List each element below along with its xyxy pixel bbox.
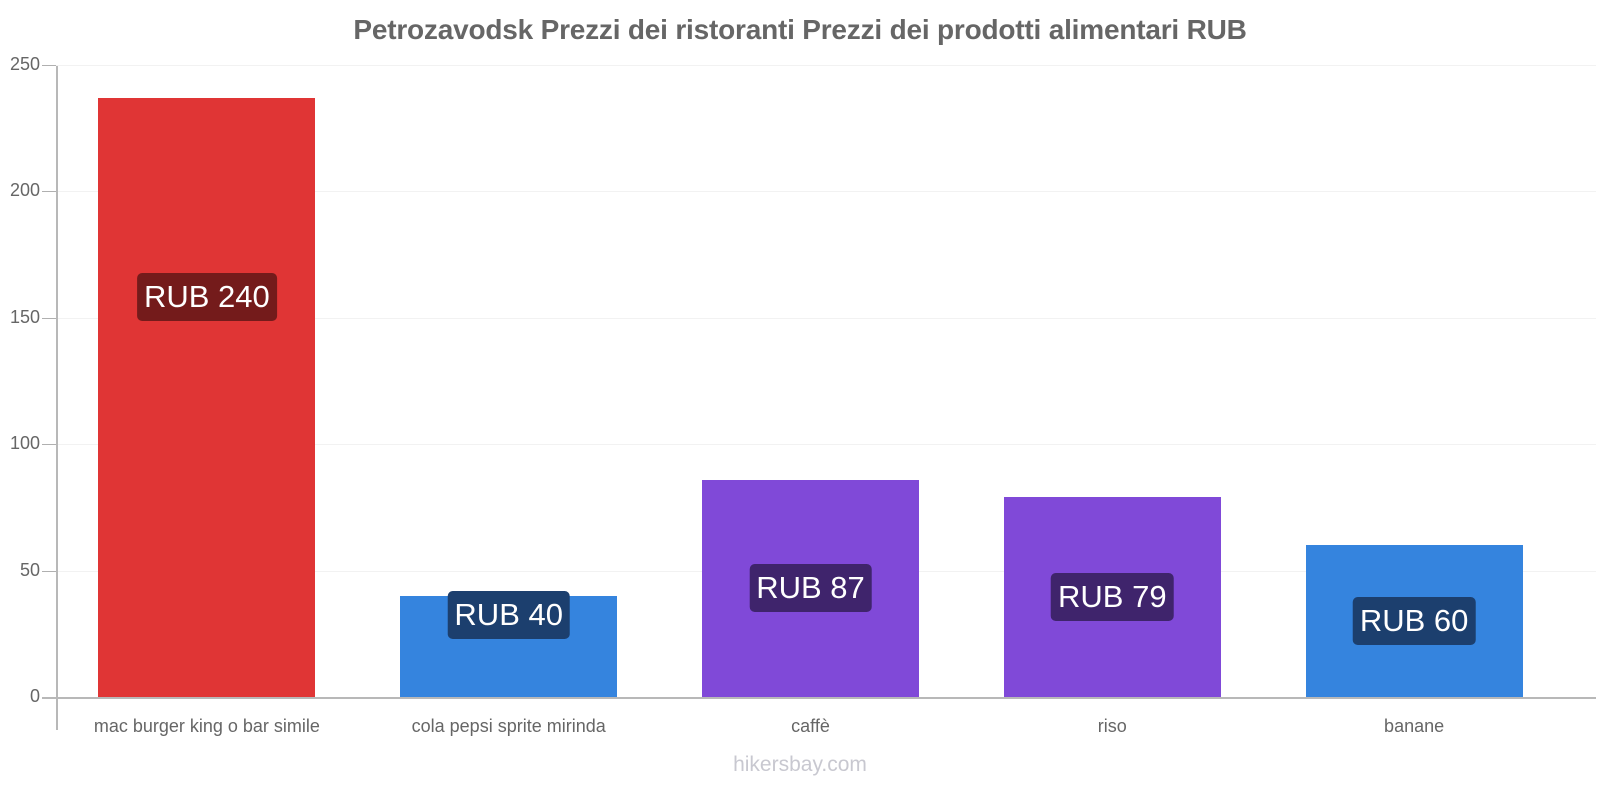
x-tick-label: mac burger king o bar simile	[93, 716, 320, 736]
x-axis-line	[42, 697, 1596, 699]
y-tick-label: 150	[9, 306, 40, 327]
gridline	[56, 191, 1596, 193]
y-tick-mark	[42, 65, 56, 66]
x-tick-label: cola pepsi sprite mirinda	[411, 716, 606, 736]
gridline	[56, 317, 1596, 319]
y-tick-label: 250	[9, 54, 40, 74]
y-tick-label: 200	[9, 180, 40, 201]
watermark: hikersbay.com	[733, 753, 867, 776]
gridline	[56, 444, 1596, 446]
y-axis-line	[56, 66, 58, 730]
gridline	[56, 65, 1596, 66]
bar-value-label: RUB 87	[749, 564, 872, 613]
y-tick-label: 100	[9, 433, 40, 454]
y-tick-mark	[42, 317, 56, 319]
x-tick-label: banane	[1384, 716, 1445, 736]
bar[interactable]	[98, 97, 316, 697]
y-tick-mark	[42, 444, 56, 446]
y-tick-mark	[42, 191, 56, 193]
bar-value-label: RUB 60	[1352, 597, 1476, 646]
y-tick-label: 0	[29, 686, 40, 706]
bar-value-label: RUB 40	[447, 590, 570, 639]
bar-value-label: RUB 240	[136, 273, 277, 322]
x-tick-label: caffè	[791, 716, 830, 736]
x-tick-label: riso	[1097, 716, 1127, 736]
y-tick-label: 50	[19, 559, 40, 580]
chart-title: Petrozavodsk Prezzi dei ristoranti Prezz…	[353, 14, 1247, 45]
bar-value-label: RUB 79	[1051, 573, 1174, 622]
y-tick-mark	[42, 570, 56, 572]
